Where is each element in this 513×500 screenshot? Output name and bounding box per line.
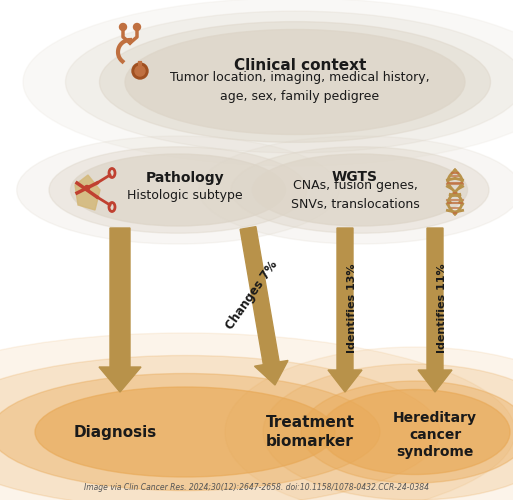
Text: Hereditary
cancer
syndrome: Hereditary cancer syndrome <box>393 410 477 460</box>
Ellipse shape <box>0 356 440 500</box>
Circle shape <box>133 24 141 30</box>
Ellipse shape <box>252 154 467 226</box>
Circle shape <box>132 63 148 79</box>
FancyArrow shape <box>240 226 288 385</box>
Text: Changes 7%: Changes 7% <box>224 258 281 332</box>
Ellipse shape <box>70 154 286 226</box>
Ellipse shape <box>100 22 490 142</box>
Ellipse shape <box>23 0 513 166</box>
Text: Treatment
biomarker: Treatment biomarker <box>266 415 354 449</box>
Ellipse shape <box>49 147 307 233</box>
Text: Identifies 13%: Identifies 13% <box>347 263 357 353</box>
Ellipse shape <box>0 374 380 490</box>
FancyArrow shape <box>99 228 141 392</box>
Text: Identifies 11%: Identifies 11% <box>437 263 447 353</box>
Ellipse shape <box>66 11 513 153</box>
Ellipse shape <box>0 333 513 500</box>
Ellipse shape <box>225 347 513 500</box>
Text: Tumor location, imaging, medical history,
age, sex, family pedigree: Tumor location, imaging, medical history… <box>170 71 430 103</box>
Ellipse shape <box>231 147 489 233</box>
FancyArrow shape <box>328 228 362 392</box>
Text: Diagnosis: Diagnosis <box>73 424 156 440</box>
Ellipse shape <box>320 390 510 474</box>
Text: Pathology: Pathology <box>146 171 224 185</box>
Ellipse shape <box>35 387 335 477</box>
Ellipse shape <box>199 136 513 244</box>
Polygon shape <box>75 175 100 210</box>
Text: Clinical context: Clinical context <box>234 58 366 72</box>
Ellipse shape <box>125 30 465 134</box>
Circle shape <box>85 186 89 190</box>
Circle shape <box>135 66 145 76</box>
Ellipse shape <box>301 381 513 483</box>
Ellipse shape <box>263 364 513 500</box>
Text: CNAs, fusion genes,
SNVs, translocations: CNAs, fusion genes, SNVs, translocations <box>291 179 419 211</box>
Text: Histologic subtype: Histologic subtype <box>127 188 243 202</box>
Text: Image via Clin Cancer Res. 2024;30(12):2647-2658. doi:10.1158/1078-0432.CCR-24-0: Image via Clin Cancer Res. 2024;30(12):2… <box>84 484 428 492</box>
Text: WGTS: WGTS <box>332 170 378 184</box>
Ellipse shape <box>17 136 339 244</box>
Circle shape <box>120 24 127 30</box>
FancyArrow shape <box>418 228 452 392</box>
